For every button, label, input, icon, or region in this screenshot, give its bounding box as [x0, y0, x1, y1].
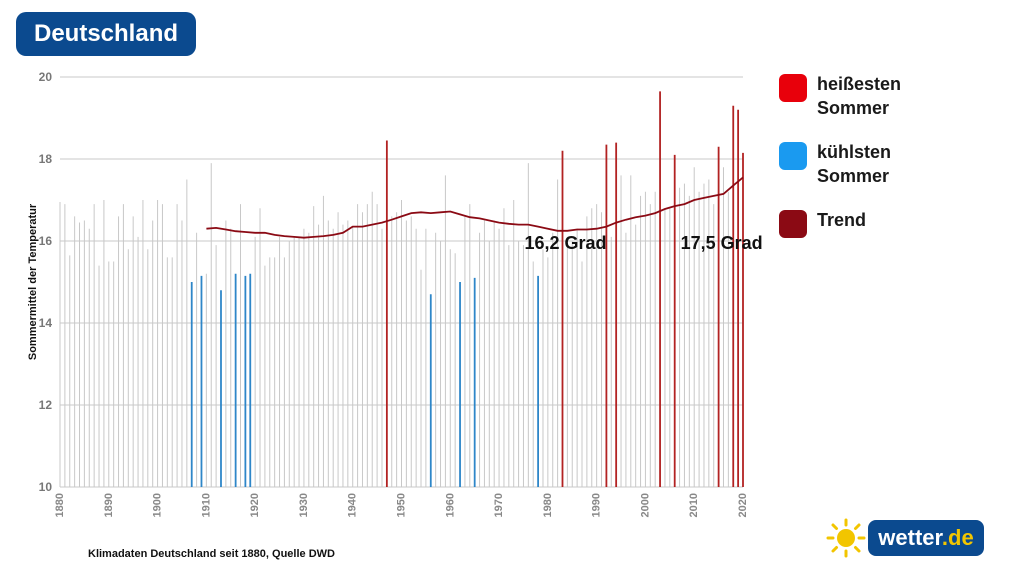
x-tick-label: 2010 [688, 493, 700, 517]
trend-line [206, 176, 744, 239]
legend-item-trend: Trend [779, 208, 927, 238]
x-tick-label: 1960 [444, 493, 456, 517]
wetter-logo[interactable]: wetter.de [826, 516, 986, 560]
x-tick-label: 1920 [249, 493, 261, 517]
bars-layer [59, 91, 744, 487]
annotation-label-1: 17,5 Grad [681, 233, 763, 253]
y-tick-label: 14 [39, 316, 53, 330]
annotation-layer: 16,2 Grad 17,5 Grad [524, 233, 762, 253]
hot-swatch-icon [779, 74, 807, 102]
legend-item-hot: heißesten Sommer [779, 72, 927, 120]
x-tick-label: 2000 [639, 493, 651, 517]
x-tick-label: 2020 [737, 493, 749, 517]
x-tick-label: 1980 [542, 493, 554, 517]
trend-swatch-icon [779, 210, 807, 238]
x-tick-label: 1990 [591, 493, 603, 517]
legend-label-hot: heißesten Sommer [817, 74, 902, 118]
logo-name: wetter [878, 525, 942, 550]
legend-label-trend: Trend [817, 210, 867, 230]
y-tick-label: 20 [39, 70, 53, 84]
x-tick-label: 1890 [103, 493, 115, 517]
legend-label-cold: kühlsten Sommer [817, 142, 892, 186]
x-tick-label: 1950 [396, 493, 408, 517]
y-tick-label: 18 [39, 152, 53, 166]
x-tick-label: 1910 [200, 493, 212, 517]
cold-swatch-icon [779, 142, 807, 170]
x-tick-label: 1970 [493, 493, 505, 517]
page-title: Deutschland [16, 12, 196, 56]
y-tick-label: 12 [39, 398, 53, 412]
x-tick-label: 1900 [152, 493, 164, 517]
y-tick-label: 10 [39, 480, 53, 494]
y-tick-label: 16 [39, 234, 53, 248]
annotation-label-0: 16,2 Grad [524, 233, 606, 253]
y-axis-label: Sommermittel der Temperatur [27, 203, 39, 360]
source-note: Klimadaten Deutschland seit 1880, Quelle… [88, 548, 335, 560]
logo-domain: .de [941, 525, 974, 550]
x-tick-label: 1940 [347, 493, 359, 517]
logo-wordmark: wetter.de [868, 520, 984, 556]
axis-layer: 10 12 14 16 18 20 1880 1890 1900 1910 1920 1930 1940… [27, 70, 749, 517]
x-tick-label: 1880 [54, 493, 66, 517]
trend-layer [206, 176, 744, 239]
legend-item-cold: kühlsten Sommer [779, 140, 927, 188]
x-tick-label: 1930 [298, 493, 310, 517]
sun-icon [826, 518, 866, 558]
